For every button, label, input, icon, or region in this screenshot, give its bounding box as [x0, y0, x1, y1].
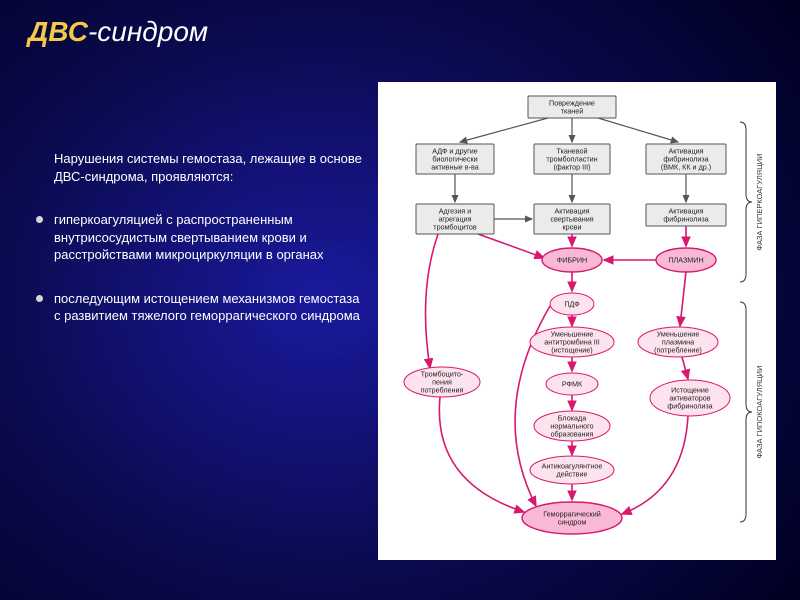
- node-label: фибринолиза: [663, 215, 708, 224]
- node-label: фибринолиза: [667, 402, 712, 411]
- flowchart-diagram: ФАЗА ГИПЕРКОАГУЛЯЦИИ ФАЗА ГИПОКОАГУЛЯЦИИ П…: [378, 82, 776, 560]
- phase-label: ФАЗА ГИПЕРКОАГУЛЯЦИИ: [755, 153, 764, 250]
- phase-brace: [740, 302, 752, 522]
- body-text: Нарушения системы гемостаза, лежащие в о…: [34, 150, 364, 351]
- node-label: ПЛАЗМИН: [668, 256, 703, 265]
- edge: [478, 234, 544, 258]
- bullet-list: гиперкоагуляцией с распространенным внут…: [34, 211, 364, 325]
- node-label: тканей: [561, 107, 584, 116]
- title-gold: ДВС: [28, 16, 88, 47]
- node-label: действие: [557, 470, 588, 479]
- edge: [682, 357, 688, 379]
- intro-text: Нарушения системы гемостаза, лежащие в о…: [34, 150, 364, 185]
- node-label: (потребление): [654, 346, 702, 355]
- node-label: потребления: [421, 386, 464, 395]
- node-label: (ВМК, КК и др.): [661, 163, 711, 172]
- node-label: активные в-ва: [431, 163, 478, 172]
- edge: [622, 416, 688, 514]
- node-label: синдром: [558, 518, 587, 527]
- phase-brace: [740, 122, 752, 282]
- edge: [426, 234, 439, 368]
- node-label: образования: [551, 430, 594, 439]
- flowchart-svg: ФАЗА ГИПЕРКОАГУЛЯЦИИ ФАЗА ГИПОКОАГУЛЯЦИИ П…: [378, 82, 776, 560]
- edge: [439, 397, 524, 512]
- phase-label: ФАЗА ГИПОКОАГУЛЯЦИИ: [755, 366, 764, 459]
- node-label: ФИБРИН: [557, 256, 588, 265]
- node-label: ПДФ: [564, 300, 580, 309]
- node-label: (фактор III): [553, 163, 590, 172]
- node-label: тромбоцитов: [433, 223, 477, 232]
- bullet-item: последующим истощением механизмов гемост…: [34, 290, 364, 325]
- edge: [598, 118, 678, 142]
- edge: [680, 272, 686, 326]
- node-label: РФМК: [562, 380, 583, 389]
- node-label: (истощение): [551, 346, 592, 355]
- node-label: крови: [563, 223, 582, 232]
- slide-title: ДВС-синдром: [28, 16, 208, 48]
- bullet-item: гиперкоагуляцией с распространенным внут…: [34, 211, 364, 264]
- edge: [460, 118, 548, 142]
- title-white: -синдром: [88, 16, 208, 47]
